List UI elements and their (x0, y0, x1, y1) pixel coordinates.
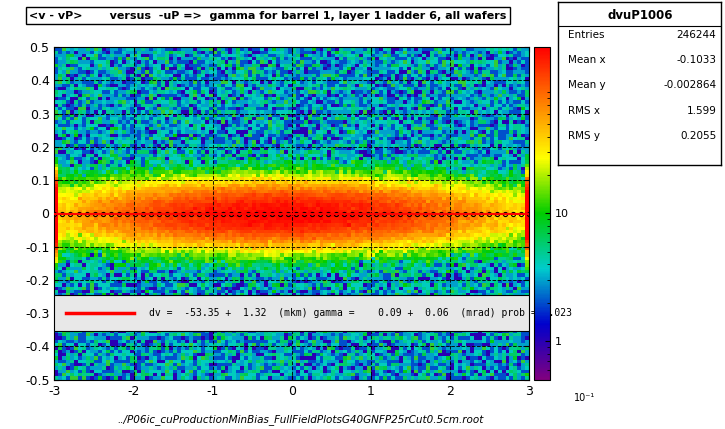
FancyBboxPatch shape (54, 295, 529, 332)
Text: dvuP1006: dvuP1006 (607, 9, 673, 22)
Text: 0.2055: 0.2055 (680, 131, 716, 141)
Text: RMS y: RMS y (568, 131, 600, 141)
Text: Entries: Entries (568, 30, 605, 40)
Text: -0.002864: -0.002864 (663, 80, 716, 91)
Text: 1.599: 1.599 (687, 106, 716, 116)
Text: Mean x: Mean x (568, 55, 605, 65)
Text: Mean y: Mean y (568, 80, 605, 91)
Text: 10⁻¹: 10⁻¹ (574, 393, 595, 403)
Text: RMS x: RMS x (568, 106, 600, 116)
Text: -0.1033: -0.1033 (676, 55, 716, 65)
Text: ../P06ic_cuProductionMinBias_FullFieldPlotsG40GNFP25rCut0.5cm.root: ../P06ic_cuProductionMinBias_FullFieldPl… (117, 414, 484, 425)
Text: <v - vP>       versus  -uP =>  gamma for barrel 1, layer 1 ladder 6, all wafers: <v - vP> versus -uP => gamma for barrel … (29, 11, 506, 21)
Text: dv =  -53.35 +  1.32  (mkm) gamma =    0.09 +  0.06  (mrad) prob = 0.023: dv = -53.35 + 1.32 (mkm) gamma = 0.09 + … (149, 308, 572, 318)
Text: 246244: 246244 (676, 30, 716, 40)
